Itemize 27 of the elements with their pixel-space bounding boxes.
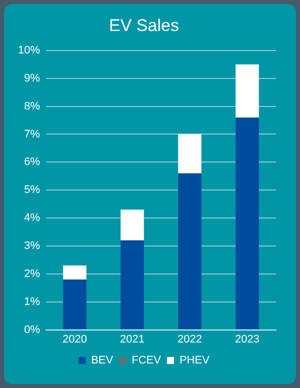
x-tick-label: 2022 — [178, 333, 202, 346]
y-tick-label: 10% — [18, 44, 40, 56]
y-tick-label: 6% — [24, 156, 40, 168]
y-tick-label: 1% — [24, 296, 40, 308]
y-tick-label: 7% — [24, 128, 40, 140]
bar — [236, 64, 259, 118]
legend-label: BEV — [91, 354, 114, 367]
legend-label: FCEV — [132, 354, 162, 367]
y-tick-label: 9% — [24, 72, 40, 84]
bar — [63, 280, 86, 330]
bar — [178, 134, 202, 174]
x-tick-label: 2021 — [120, 333, 144, 346]
x-tick-label: 2020 — [62, 333, 88, 346]
legend-label: PHEV — [179, 354, 210, 367]
bar — [178, 173, 202, 330]
y-tick-label: 5% — [24, 184, 40, 196]
bar — [120, 240, 144, 330]
y-tick-label: 2% — [24, 268, 40, 280]
y-tick-label: 3% — [24, 240, 40, 252]
y-tick-label: 0% — [24, 324, 40, 336]
bar — [236, 117, 259, 330]
y-tick-label: 8% — [24, 100, 40, 112]
chart-title: EV Sales — [109, 16, 179, 35]
bar — [63, 266, 86, 280]
bar — [120, 210, 144, 240]
y-tick-label: 4% — [24, 212, 40, 224]
x-tick-label: 2023 — [235, 333, 260, 346]
